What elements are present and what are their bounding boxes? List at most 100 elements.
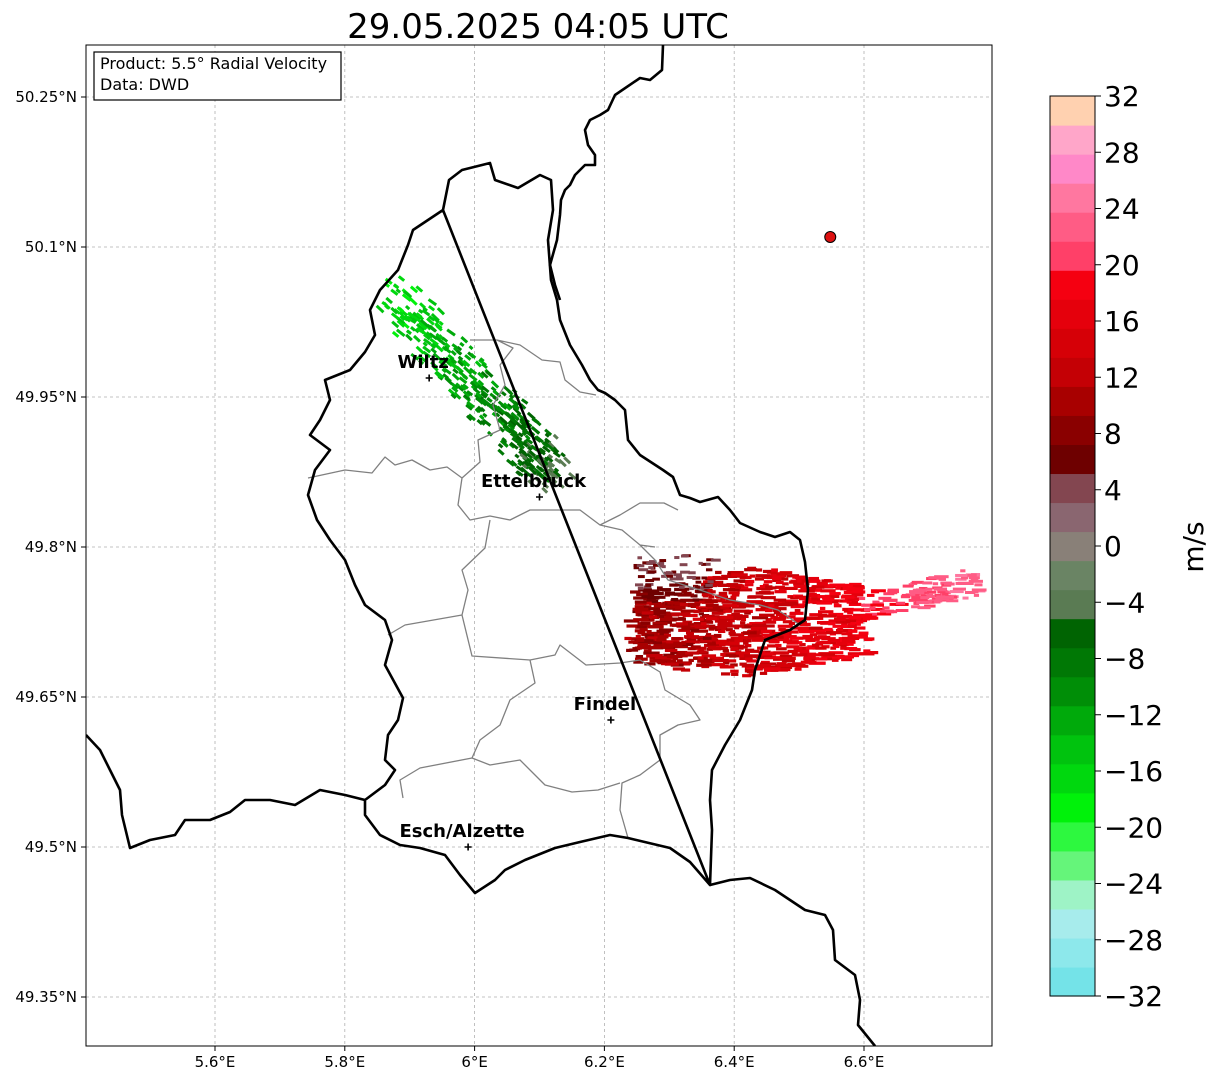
echo-cell — [738, 646, 744, 650]
echo-cell — [766, 586, 777, 590]
colorbar-tick-label: 32 — [1104, 80, 1140, 113]
echo-cell — [745, 657, 752, 661]
echo-cell — [384, 303, 391, 310]
echo-cell — [647, 596, 660, 600]
echo-cell — [409, 315, 418, 323]
echo-cell — [920, 596, 930, 600]
echo-cell — [709, 625, 725, 630]
echo-cell — [429, 337, 439, 347]
echo-cell — [764, 656, 781, 660]
city-label: Esch/Alzette — [399, 821, 524, 842]
echo-cell — [833, 644, 840, 649]
echo-cell — [695, 646, 707, 650]
echo-cell — [786, 615, 796, 619]
echo-cell — [800, 660, 817, 664]
colorbar-cell — [1050, 531, 1095, 562]
echo-cell — [659, 617, 673, 622]
echo-cell — [671, 636, 682, 641]
echo-cell — [761, 652, 777, 656]
echo-cell — [447, 388, 457, 397]
echo-cell — [860, 614, 871, 618]
echo-cell — [375, 304, 385, 314]
echo-cell — [962, 596, 969, 600]
echo-cell — [750, 626, 768, 631]
echo-cell — [648, 591, 661, 596]
echo-cell — [624, 636, 632, 641]
echo-cell — [705, 583, 713, 587]
echo-cell — [918, 586, 928, 590]
echo-cell — [635, 634, 641, 639]
colorbar-cells — [1050, 96, 1095, 997]
echo-cell — [689, 587, 694, 591]
echo-cell — [395, 328, 406, 338]
colorbar-cell — [1050, 850, 1095, 881]
echo-cell — [768, 604, 775, 608]
echo-cell — [911, 580, 924, 584]
echo-cell — [692, 598, 700, 602]
echo-cell — [698, 612, 704, 616]
echo-cell — [415, 312, 423, 319]
echo-cell — [819, 606, 826, 611]
echo-cell — [458, 358, 468, 367]
echo-cell — [728, 591, 740, 595]
echo-cell — [748, 673, 756, 677]
echo-cell — [843, 609, 851, 613]
echo-cell — [514, 453, 520, 459]
colorbar-cell — [1050, 763, 1095, 794]
colorbar-tick-label: −20 — [1104, 811, 1163, 844]
echo-cell — [666, 654, 683, 659]
echo-cell — [441, 336, 449, 343]
echo-cell — [431, 364, 439, 372]
echo-cell — [430, 361, 439, 369]
echo-cell — [775, 580, 784, 585]
echo-cell — [417, 354, 427, 363]
echo-cell — [816, 581, 828, 586]
echo-cell — [390, 306, 399, 315]
echo-cell — [683, 591, 692, 595]
echo-cell — [726, 583, 739, 587]
echo-cell — [451, 372, 460, 381]
echo-cell — [798, 579, 811, 583]
echo-cell — [500, 403, 508, 410]
echo-cell — [895, 609, 909, 613]
echo-cell — [528, 450, 537, 458]
echo-cell — [709, 656, 725, 660]
echo-cell — [492, 395, 499, 402]
echo-cell — [648, 625, 664, 629]
echo-cell — [793, 584, 809, 589]
echo-cell — [397, 275, 406, 282]
echo-cell — [778, 588, 786, 592]
echo-cell — [731, 612, 740, 616]
echo-cell — [676, 653, 693, 657]
echo-cell — [671, 570, 677, 574]
echo-cell — [630, 590, 641, 594]
echo-cell — [946, 599, 959, 603]
echo-cell — [711, 611, 724, 615]
colorbar-tick-label: 0 — [1104, 530, 1122, 563]
echo-cell — [690, 628, 700, 632]
echo-cell — [553, 469, 562, 478]
echo-cell — [775, 643, 782, 648]
x-tick-label: 6.6°E — [844, 1053, 885, 1071]
echo-cell — [816, 601, 833, 605]
echo-cell — [482, 418, 492, 427]
echo-cell — [469, 352, 477, 359]
echo-cell — [391, 330, 400, 338]
colorbar-tick-label: −12 — [1104, 699, 1163, 732]
echo-cell — [644, 639, 654, 643]
echo-cell — [832, 624, 848, 628]
echo-cell — [540, 474, 551, 483]
echo-cell — [739, 662, 747, 666]
echo-cell — [740, 621, 746, 625]
echo-cell — [828, 651, 844, 655]
echo-cell — [425, 332, 432, 339]
echo-cell — [649, 659, 662, 663]
echo-cell — [821, 579, 833, 583]
echo-cell — [527, 466, 538, 476]
echo-cell — [517, 461, 523, 467]
echo-cell — [421, 308, 431, 317]
echo-cell — [840, 644, 847, 648]
echo-cell — [516, 442, 525, 450]
echo-cell — [826, 654, 838, 659]
